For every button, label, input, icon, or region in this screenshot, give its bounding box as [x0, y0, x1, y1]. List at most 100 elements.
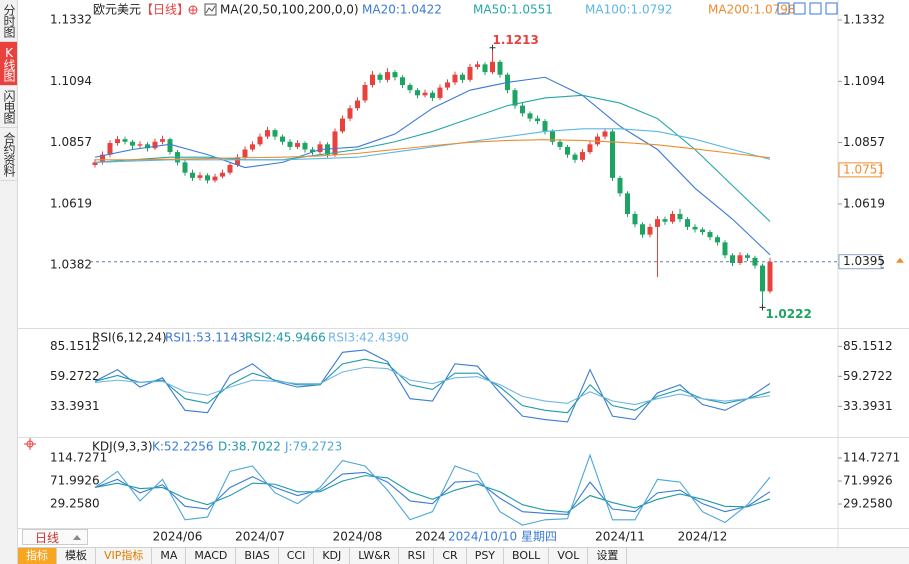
toolbar-item[interactable]: MACD: [186, 548, 237, 564]
candle-body: [205, 175, 210, 181]
candle-body: [700, 229, 705, 233]
toolbar-item[interactable]: 指标: [18, 548, 57, 564]
crosshair-label: 2024/10/10 星期四: [448, 530, 557, 544]
window-icons[interactable]: [777, 2, 838, 15]
candle-body: [130, 141, 135, 146]
period-button[interactable]: 日线: [22, 529, 88, 545]
toolbar-item[interactable]: BOLL: [504, 548, 550, 564]
candle-body: [415, 90, 420, 96]
candle-body: [512, 90, 518, 106]
y-tick-label: 85.1512: [50, 339, 100, 353]
candle-body: [452, 74, 458, 83]
sidebar-tab[interactable]: 闪电图: [0, 86, 17, 128]
toolbar-item[interactable]: VOL: [549, 548, 589, 564]
y-tick-label: 71.9926: [50, 474, 100, 488]
candle-body: [677, 213, 683, 220]
toolbar-item[interactable]: BIAS: [236, 548, 279, 564]
candle-body: [265, 130, 270, 137]
toolbar-item[interactable]: CR: [434, 548, 467, 564]
ma-icon[interactable]: [204, 3, 217, 16]
toolbar-item[interactable]: LW&R: [350, 548, 400, 564]
y-tick-label: 59.2722: [843, 369, 893, 383]
series-line: [94, 471, 771, 515]
toolbar-item[interactable]: CCI: [279, 548, 315, 564]
toolbar-item[interactable]: PSY: [467, 548, 505, 564]
series-line: [94, 475, 771, 513]
legend-entry: RSI2:45.9466: [245, 331, 326, 345]
candle-body: [212, 176, 218, 181]
candle-body: [722, 242, 728, 256]
toolbar-item[interactable]: 模板: [57, 548, 96, 564]
y-tick-label: 1.1094: [50, 74, 92, 88]
toolbar-item[interactable]: KDJ: [314, 548, 351, 564]
series-line: [95, 139, 771, 161]
toolbar-item[interactable]: 设置: [588, 548, 628, 564]
candle-body: [340, 118, 345, 132]
candle-body: [625, 193, 630, 214]
instrument-title: 欧元美元: [93, 3, 141, 17]
candle-body: [497, 61, 503, 75]
series-line: [94, 76, 771, 256]
candle-body: [557, 141, 563, 147]
candle-body: [295, 143, 300, 147]
candle-body: [100, 154, 105, 163]
y-tick-label: 59.2722: [50, 369, 100, 383]
toolbar-item[interactable]: MA: [152, 548, 187, 564]
candle-body: [302, 143, 308, 150]
candle-body: [535, 118, 540, 122]
candle-body: [662, 219, 668, 222]
legend-entry: D:38.7022: [218, 440, 281, 454]
sun-icon[interactable]: [24, 438, 36, 450]
candle-body: [272, 130, 278, 137]
sidebar-tab[interactable]: 分时图: [0, 0, 17, 42]
indicator-label: MA(20,50,100,200,0,0): [220, 3, 359, 17]
candle-body: [655, 219, 660, 227]
candle-body: [595, 136, 600, 145]
candle-body: [422, 92, 428, 96]
candle-body: [430, 92, 435, 98]
legend-entry: J:79.2723: [284, 440, 342, 454]
sidebar-tab[interactable]: K线图: [0, 42, 17, 86]
candle-body: [467, 66, 473, 80]
y-tick-label: 71.9926: [843, 474, 893, 488]
candle-body: [445, 82, 450, 88]
candle-body: [235, 157, 240, 165]
candle-body: [227, 164, 233, 173]
series-line: [94, 128, 771, 163]
series-line: [94, 366, 771, 406]
candle-body: [760, 265, 765, 292]
candle-body: [632, 213, 638, 225]
candle-body: [347, 108, 353, 119]
candle-body: [572, 154, 578, 160]
y-tick-label: 1.0857: [843, 135, 885, 149]
candle-body: [437, 87, 443, 98]
y-tick-label: 1.1332: [843, 13, 885, 27]
candle-body: [685, 219, 690, 227]
toolbar-item[interactable]: RSI: [399, 548, 435, 564]
panel-title: KDJ(9,3,3): [92, 440, 153, 454]
candle-body: [92, 162, 98, 165]
candle-body: [767, 261, 773, 292]
candle-body: [482, 64, 488, 73]
candle-body: [407, 85, 413, 91]
series-line: [94, 94, 771, 222]
candle-body: [752, 257, 758, 266]
toolbar-item[interactable]: VIP指标: [96, 548, 153, 564]
candle-body: [182, 162, 188, 173]
legend-entry: MA100:1.0792: [585, 3, 673, 17]
candle-body: [257, 136, 263, 145]
legend-entry: MA20:1.0422: [362, 3, 442, 17]
panel-title: RSI(6,12,24): [92, 331, 167, 345]
background: [18, 0, 909, 564]
candle-body: [287, 141, 293, 147]
candle-body: [565, 146, 570, 155]
add-icon[interactable]: [188, 5, 198, 15]
high-label: 1.1213: [493, 33, 539, 47]
y-tick-label: 33.3931: [843, 399, 893, 413]
series-line: [94, 349, 771, 423]
sidebar-tab[interactable]: 合约资料: [0, 128, 17, 181]
x-tick-label: 2024/12: [678, 530, 728, 544]
candle-body: [317, 144, 323, 153]
y-tick-label: 1.0382: [50, 258, 92, 272]
